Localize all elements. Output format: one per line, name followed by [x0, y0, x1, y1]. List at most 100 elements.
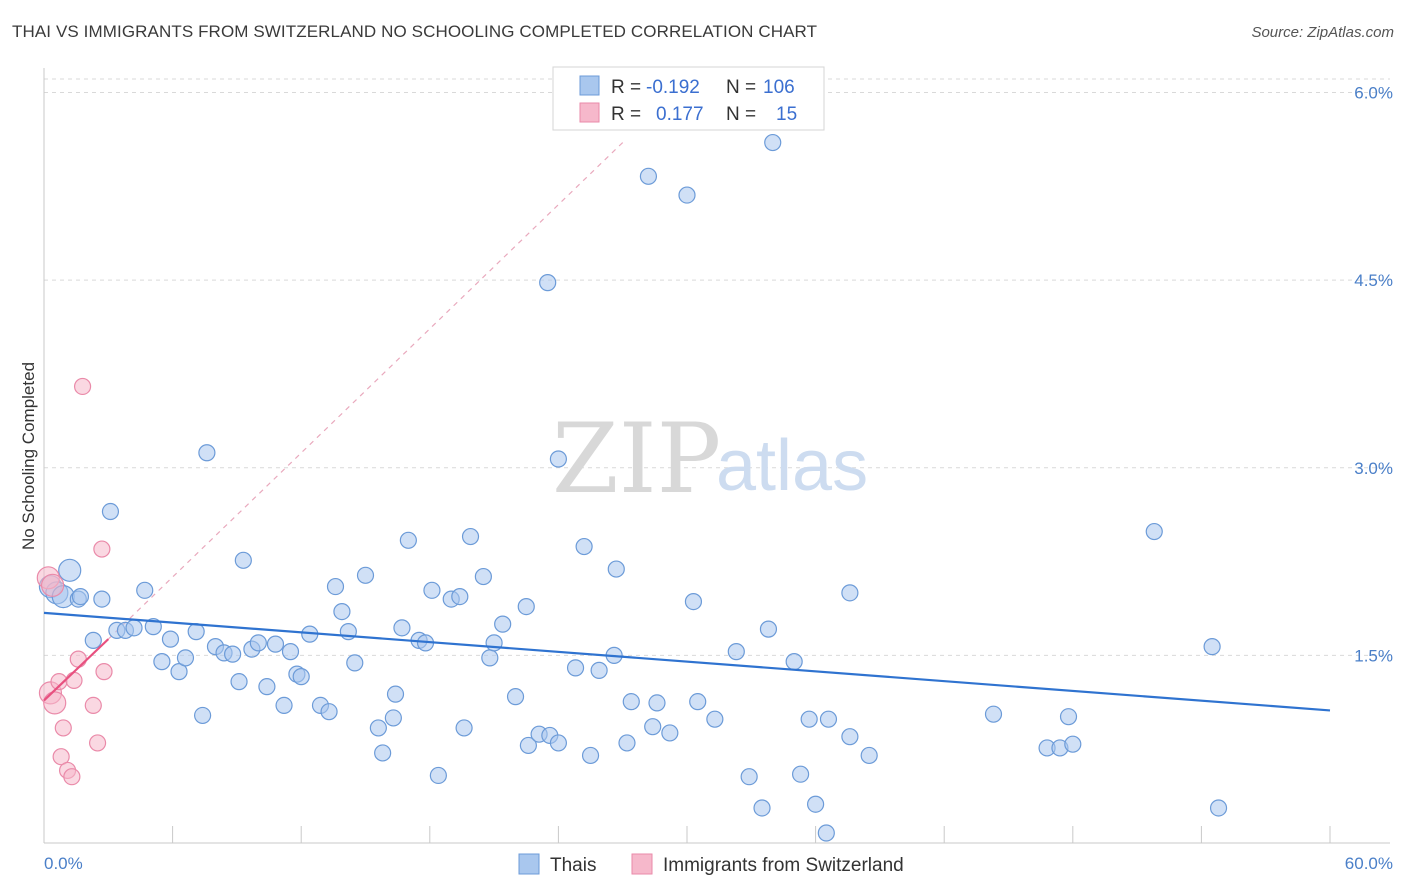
thai-point: [661, 724, 679, 742]
y-tick-label: 4.5%: [1354, 271, 1393, 290]
legend-swatch-thais: [579, 75, 600, 96]
y-tick-label: 1.5%: [1354, 646, 1393, 665]
reference-dashed-line: [107, 142, 624, 640]
thai-point: [740, 768, 758, 786]
thai-point: [101, 502, 120, 521]
y-axis-label: No Schooling Completed: [19, 362, 38, 550]
thai-point: [841, 584, 859, 602]
thai-point: [566, 659, 585, 677]
thai-point: [194, 706, 212, 725]
thai-point: [429, 766, 447, 785]
thai-point: [176, 649, 195, 667]
thai-point: [266, 635, 285, 653]
thai-point: [84, 631, 102, 649]
thai-point: [506, 688, 525, 706]
watermark-atlas: atlas: [716, 426, 868, 506]
x-tick-label-max: 60.0%: [1345, 854, 1393, 873]
legend-r-label-swiss: R =: [611, 104, 641, 125]
legend-n-label-swiss: N =: [726, 104, 756, 125]
thai-point: [800, 710, 818, 728]
thai-point: [249, 634, 267, 652]
gridlines: [44, 78, 1390, 656]
thai-point: [455, 719, 473, 737]
swiss-points: [36, 377, 113, 786]
thai-point: [706, 710, 724, 728]
swiss-point: [84, 696, 102, 715]
thai-point: [333, 603, 351, 621]
thai-point: [153, 653, 171, 671]
thai-point: [461, 527, 480, 546]
x-axis-ticks: [43, 826, 1331, 843]
swiss-point: [88, 734, 107, 752]
y-tick-label: 3.0%: [1354, 459, 1393, 478]
thai-point: [125, 619, 143, 637]
thai-point: [607, 560, 625, 578]
thai-point: [230, 673, 248, 691]
bottom-legend-label-swiss: Immigrants from Switzerland: [663, 855, 904, 876]
thai-point: [144, 618, 162, 636]
thai-trend-line: [43, 611, 1331, 712]
swiss-point: [54, 719, 72, 737]
thai-point: [281, 643, 300, 661]
thai-point: [618, 734, 636, 752]
thai-point: [393, 619, 411, 637]
chart-title: THAI VS IMMIGRANTS FROM SWITZERLAND NO S…: [12, 22, 818, 41]
thai-point: [374, 744, 392, 762]
thai-point: [648, 694, 666, 712]
thai-point: [1064, 735, 1082, 753]
trend-lines: [43, 611, 1331, 712]
swiss-point: [63, 768, 81, 786]
legend-r-label-thais: R =: [611, 77, 641, 98]
thai-point: [346, 654, 364, 672]
bottom-legend-label-thais: Thais: [550, 855, 596, 876]
thai-point: [224, 645, 242, 663]
thai-point: [58, 558, 82, 582]
stats-legend: R = -0.192 N = 106 R = 0.177 N = 15: [552, 66, 825, 131]
y-tick-labels: 1.5% 3.0% 4.5% 6.0%: [1354, 84, 1393, 666]
thai-point: [764, 133, 782, 152]
legend-n-value-swiss: 15: [776, 104, 797, 125]
thai-point: [639, 167, 658, 185]
swiss-point: [40, 573, 65, 597]
thai-point: [384, 709, 402, 727]
series-legend: Thais Immigrants from Switzerland: [518, 853, 904, 876]
thai-point: [817, 824, 835, 842]
thai-point: [689, 693, 707, 711]
thai-point: [622, 693, 640, 711]
thai-point: [684, 592, 703, 611]
thai-point: [161, 630, 180, 648]
bottom-legend-swatch-swiss: [631, 853, 653, 875]
thai-point: [326, 577, 345, 596]
thai-point: [451, 587, 469, 606]
thai-point: [785, 653, 803, 671]
thai-point: [519, 736, 537, 755]
swiss-point: [95, 663, 113, 681]
thai-point: [590, 661, 608, 679]
thai-point: [275, 696, 293, 715]
thai-point: [819, 710, 838, 728]
thai-point: [292, 668, 310, 686]
thai-point: [539, 274, 557, 292]
thai-point: [841, 728, 859, 746]
thai-point: [320, 703, 338, 721]
thai-point: [93, 590, 111, 608]
swiss-point: [73, 377, 92, 396]
source-label: Source: ZipAtlas.com: [1251, 24, 1394, 41]
thai-point: [369, 719, 387, 737]
thai-point: [1203, 638, 1221, 656]
watermark-zip: ZIP: [552, 403, 721, 515]
thai-point: [170, 663, 188, 681]
thai-point: [187, 623, 205, 641]
thai-point: [678, 186, 696, 204]
thai-point: [644, 718, 662, 736]
legend-n-label-thais: N =: [726, 77, 756, 98]
swiss-point: [69, 650, 87, 668]
swiss-point: [52, 748, 70, 766]
thai-point: [136, 581, 154, 599]
thai-point: [860, 746, 878, 765]
legend-r-value-swiss: 0.177: [656, 104, 704, 125]
thai-point: [984, 705, 1003, 723]
thai-point: [71, 587, 90, 606]
reference-line: [107, 142, 624, 640]
legend-n-value-thais: 106: [763, 77, 795, 98]
